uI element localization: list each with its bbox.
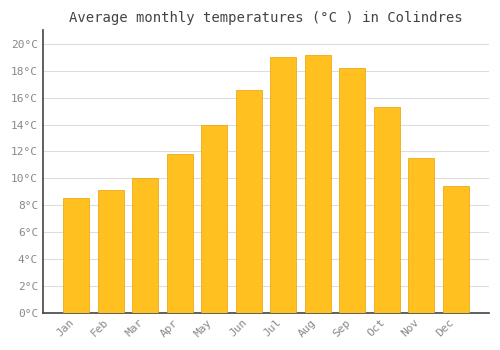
Bar xyxy=(339,68,365,313)
Bar xyxy=(98,190,124,313)
Bar xyxy=(408,158,434,313)
Bar xyxy=(132,178,158,313)
Bar xyxy=(270,57,296,313)
Bar xyxy=(374,107,400,313)
Bar xyxy=(201,125,227,313)
Bar xyxy=(236,90,262,313)
Bar xyxy=(166,154,192,313)
Bar xyxy=(304,55,330,313)
Bar xyxy=(63,198,89,313)
Bar xyxy=(442,186,468,313)
Title: Average monthly temperatures (°C ) in Colindres: Average monthly temperatures (°C ) in Co… xyxy=(69,11,462,25)
